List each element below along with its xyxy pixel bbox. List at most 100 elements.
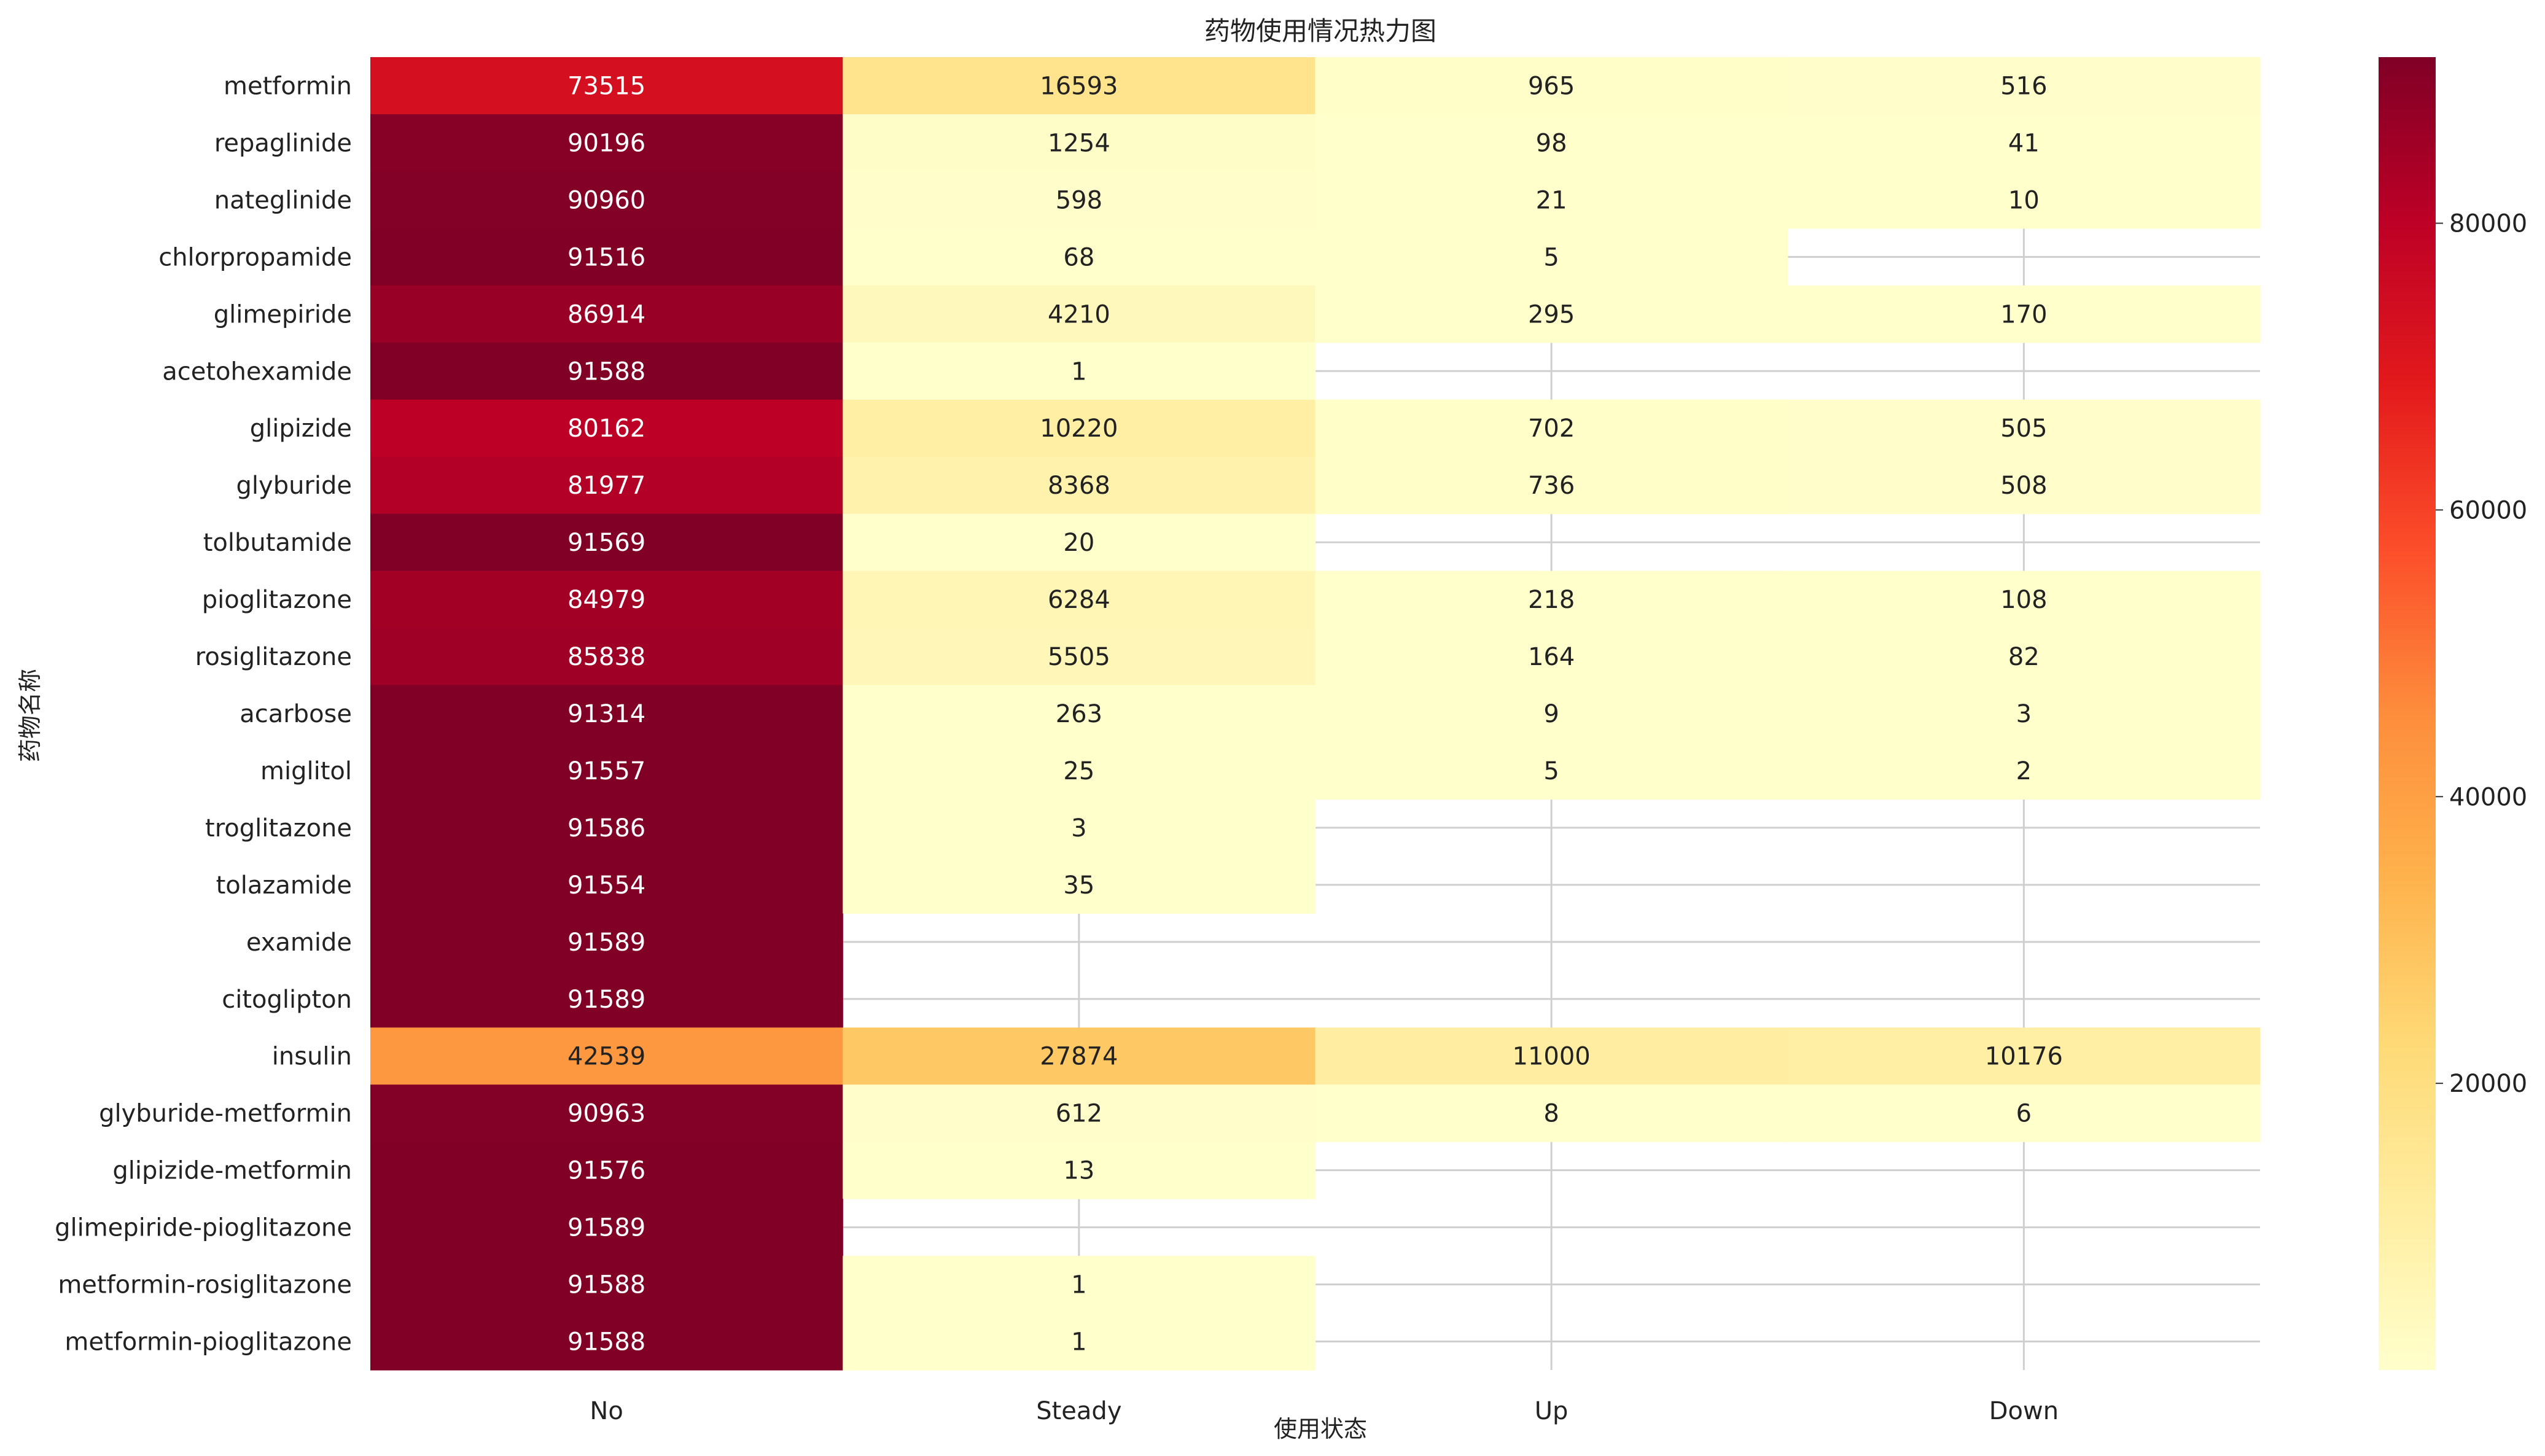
cell-label: 6284 xyxy=(1048,586,1110,614)
y-tick-label: glipizide xyxy=(250,415,352,443)
heatmap-cell xyxy=(370,57,843,115)
cell-label: 42539 xyxy=(567,1043,645,1071)
heatmap-cell xyxy=(843,456,1316,515)
heatmap-cell xyxy=(843,742,1316,800)
heatmap-cell xyxy=(370,1142,843,1199)
heatmap-cell xyxy=(1787,1084,2261,1142)
y-tick-label: examide xyxy=(246,928,352,957)
cell-label: 10220 xyxy=(1040,415,1118,443)
heatmap-cell xyxy=(1787,171,2261,229)
cell-label: 164 xyxy=(1528,643,1575,671)
heatmap-cell xyxy=(843,228,1316,286)
cell-label: 598 xyxy=(1056,186,1102,214)
heatmap-cell xyxy=(1787,685,2261,743)
heatmap-cell xyxy=(1315,114,1788,172)
heatmap-cell xyxy=(843,285,1316,343)
axes: 药物使用情况热力图 使用状态 药物名称 metformin repaglinide… xyxy=(17,16,2059,1442)
cell-label: 91516 xyxy=(567,243,645,271)
heatmap-cell xyxy=(370,513,843,572)
cell-label: 91588 xyxy=(567,1271,645,1299)
heatmap-cell xyxy=(370,1256,843,1314)
x-tick-label: Up xyxy=(1535,1397,1569,1425)
y-tick-label: metformin xyxy=(224,72,352,100)
heatmap-cell xyxy=(370,970,843,1028)
heatmap-cell xyxy=(1787,456,2261,515)
y-tick-label: metformin-rosiglitazone xyxy=(58,1271,352,1299)
cell-label: 35 xyxy=(1063,871,1094,900)
cell-label: 263 xyxy=(1056,700,1102,728)
heatmap-cell xyxy=(1787,570,2261,629)
heatmap-cell xyxy=(1315,1084,1788,1142)
heatmap-cell xyxy=(843,513,1316,572)
cell-label: 218 xyxy=(1528,586,1575,614)
cell-label: 20 xyxy=(1063,529,1094,557)
cell-label: 80162 xyxy=(567,415,645,443)
heatmap-cell xyxy=(843,1084,1316,1142)
cell-label: 84979 xyxy=(567,586,645,614)
heatmap-cell xyxy=(370,799,843,857)
heatmap-cell xyxy=(1315,456,1788,515)
colorbar-tick-label: 60000 xyxy=(2449,496,2527,524)
y-tick-label: glimepiride xyxy=(214,300,352,329)
cell-label: 21 xyxy=(1536,186,1567,214)
heatmap-cell xyxy=(843,570,1316,629)
cell-label: 5505 xyxy=(1048,643,1110,671)
cell-label: 170 xyxy=(2000,300,2047,329)
heatmap-cell xyxy=(1787,742,2261,800)
heatmap-cell xyxy=(843,799,1316,857)
heatmap-cell xyxy=(1787,57,2261,115)
cell-label: 90960 xyxy=(567,186,645,214)
y-tick-label: repaglinide xyxy=(214,129,352,157)
heatmap-cell xyxy=(843,1142,1316,1199)
x-tick-label: No xyxy=(590,1397,623,1425)
cell-label: 91314 xyxy=(567,700,645,728)
colorbar-gradient xyxy=(2379,57,2436,1370)
cell-label: 98 xyxy=(1536,129,1567,157)
y-tick-label: insulin xyxy=(272,1043,352,1071)
y-tick-label: rosiglitazone xyxy=(195,643,352,671)
heatmap-cell xyxy=(370,1199,843,1256)
y-tick-label: tolazamide xyxy=(216,871,352,900)
cell-label: 91554 xyxy=(567,871,645,900)
cell-label: 1 xyxy=(1071,1328,1086,1357)
heatmap-cell xyxy=(370,570,843,629)
cell-label: 68 xyxy=(1063,243,1094,271)
cell-label: 505 xyxy=(2000,415,2047,443)
heatmap-cell xyxy=(843,856,1316,914)
heatmap-cell xyxy=(370,1313,843,1371)
heatmap-cell xyxy=(843,1256,1316,1314)
cell-label: 295 xyxy=(1528,300,1575,329)
cell-label: 16593 xyxy=(1040,72,1118,100)
heatmap-cell xyxy=(843,57,1316,115)
cell-label: 11000 xyxy=(1513,1043,1591,1071)
heatmap-cell xyxy=(1787,399,2261,457)
y-tick-label: metformin-pioglitazone xyxy=(64,1328,352,1357)
cell-label: 612 xyxy=(1056,1100,1102,1128)
y-tick-label: citoglipton xyxy=(222,986,352,1014)
cell-label: 2 xyxy=(2016,757,2032,785)
cell-label: 5 xyxy=(1543,243,1559,271)
cell-label: 82 xyxy=(2008,643,2040,671)
y-tick-label: pioglitazone xyxy=(202,586,352,614)
heatmap-cells xyxy=(370,57,2261,1371)
heatmap-cell xyxy=(843,171,1316,229)
heatmap-cell xyxy=(1315,1027,1788,1085)
heatmap-cell xyxy=(1315,570,1788,629)
cell-label: 108 xyxy=(2000,586,2047,614)
x-axis-label: 使用状态 xyxy=(1274,1415,1367,1442)
x-tick-label: Steady xyxy=(1036,1397,1121,1425)
cell-label: 3 xyxy=(2016,700,2032,728)
y-tick-label: glyburide xyxy=(236,472,352,500)
cell-label: 91557 xyxy=(567,757,645,785)
heatmap-cell xyxy=(843,685,1316,743)
y-tick-label: glipizide-metformin xyxy=(112,1157,352,1185)
colorbar-tick-label: 80000 xyxy=(2449,210,2527,238)
cell-label: 8368 xyxy=(1048,472,1110,500)
heatmap-cell xyxy=(370,342,843,400)
heatmap-cell xyxy=(843,628,1316,686)
cell-label: 85838 xyxy=(567,643,645,671)
colorbar-tick-label: 20000 xyxy=(2449,1070,2527,1098)
cell-label: 25 xyxy=(1063,757,1094,785)
